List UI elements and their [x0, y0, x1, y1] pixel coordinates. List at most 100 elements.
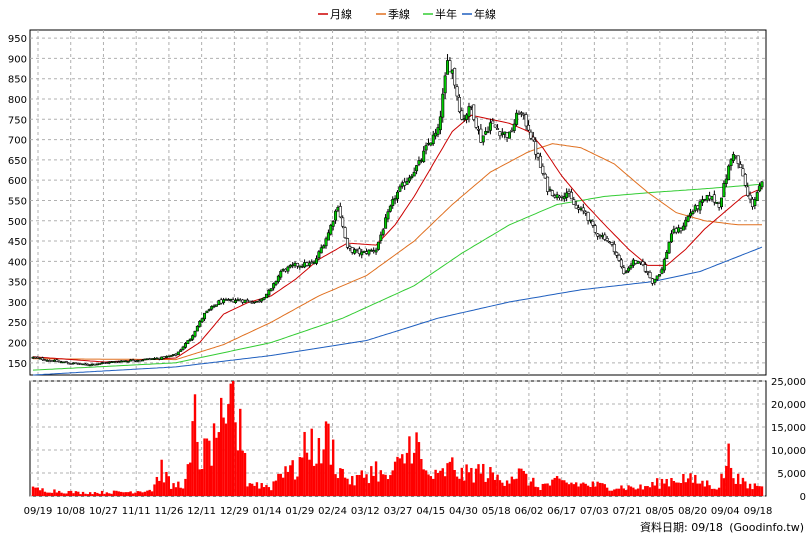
- volume-bar: [634, 489, 637, 496]
- candle-body: [41, 357, 45, 361]
- volume-bar: [415, 432, 418, 496]
- candle-body: [257, 300, 261, 303]
- candle-body: [410, 175, 414, 179]
- volume-bar: [129, 491, 132, 496]
- candle-body: [183, 343, 187, 348]
- price-y-tick-label: 250: [8, 318, 27, 329]
- volume-bar: [241, 450, 244, 496]
- candle-body: [167, 355, 171, 358]
- candle-body: [650, 278, 654, 284]
- volume-bar: [691, 482, 695, 496]
- volume-bar: [105, 492, 109, 496]
- candle-body: [112, 361, 116, 363]
- candle-body: [250, 302, 254, 304]
- legend-entry: 月線: [330, 7, 352, 21]
- candle-body: [510, 129, 514, 132]
- volume-bar: [513, 479, 516, 496]
- candle-body: [98, 363, 102, 365]
- volume-bar: [636, 488, 640, 496]
- volume-bar: [510, 476, 514, 496]
- volume-bar: [148, 489, 151, 496]
- volume-bar: [81, 491, 85, 496]
- volume-bar: [717, 487, 721, 496]
- candle-body: [755, 192, 759, 202]
- candle-body: [753, 199, 757, 207]
- volume-bar: [253, 485, 256, 496]
- candle-body: [467, 106, 471, 117]
- candle-body: [241, 299, 245, 303]
- volume-bar: [289, 465, 292, 496]
- volume-bar: [722, 478, 726, 496]
- volume-bar: [517, 468, 521, 496]
- volume-bar: [396, 456, 399, 496]
- candle-body: [260, 298, 264, 302]
- volume-bar: [98, 493, 101, 496]
- candle-body: [150, 358, 154, 360]
- volume-bar: [589, 486, 592, 496]
- volume-bar: [739, 484, 742, 496]
- volume-bar: [162, 482, 166, 496]
- volume-bar: [546, 483, 549, 496]
- volume-bar: [158, 480, 161, 496]
- candle-body: [64, 361, 68, 363]
- candle-body: [565, 192, 569, 198]
- volume-bar: [86, 494, 89, 496]
- legend: 月線 季線 半年 年線: [318, 7, 496, 21]
- volume-bar: [663, 483, 666, 496]
- candle-body: [472, 104, 476, 120]
- volume-bar: [341, 468, 344, 496]
- volume-bar: [579, 483, 583, 496]
- candle-body: [703, 198, 707, 201]
- volume-bar: [486, 478, 490, 496]
- x-tick-label: 08/05: [645, 506, 674, 517]
- candle-body: [581, 207, 585, 212]
- volume-bar: [422, 469, 425, 496]
- volume-bar: [670, 478, 673, 496]
- candle-body: [603, 234, 607, 240]
- ma-half-year-line: [32, 183, 763, 371]
- x-tick-label: 04/15: [416, 506, 445, 517]
- volume-bar: [203, 438, 206, 496]
- volume-bar: [146, 490, 149, 496]
- volume-bar: [558, 478, 561, 496]
- candle-body: [193, 330, 197, 337]
- volume-bar: [320, 463, 323, 496]
- candle-body: [724, 178, 728, 184]
- candle-body: [517, 113, 521, 115]
- volume-bar: [732, 478, 735, 496]
- volume-bar: [274, 480, 278, 496]
- volume-bar: [596, 481, 599, 496]
- candle-body: [579, 207, 583, 211]
- candle-body: [717, 203, 721, 208]
- candle-body: [641, 261, 645, 266]
- volume-bar: [179, 487, 182, 496]
- volume-bar: [622, 488, 626, 496]
- candle-body: [107, 361, 111, 364]
- candle-body: [179, 349, 183, 352]
- price-y-axis: 150 200 250 300 350 400 450 500 550 600 650 700 750 8…: [8, 34, 27, 370]
- candle-body: [450, 69, 454, 74]
- candle-body: [205, 310, 209, 314]
- candle-body: [715, 201, 719, 204]
- volume-bar: [720, 473, 723, 496]
- candle-body: [622, 267, 626, 274]
- x-tick-label: 09/04: [711, 506, 740, 517]
- volume-bar: [708, 485, 711, 496]
- volume-bar: [353, 485, 356, 496]
- volume-bar: [429, 476, 433, 496]
- volume-bar: [384, 474, 387, 496]
- volume-bar: [446, 463, 449, 496]
- candle-body: [431, 134, 435, 144]
- volume-bar: [389, 475, 392, 496]
- volume-bar: [38, 490, 42, 496]
- candle-body: [253, 301, 257, 304]
- candle-body: [276, 275, 280, 282]
- volume-bar: [586, 485, 590, 496]
- candle-body: [33, 356, 37, 359]
- candle-body: [50, 360, 54, 363]
- candle-body: [141, 359, 145, 362]
- candle-body: [238, 299, 242, 302]
- volume-bar: [379, 470, 383, 496]
- volume-bar: [427, 474, 430, 496]
- volume-bar: [305, 452, 309, 496]
